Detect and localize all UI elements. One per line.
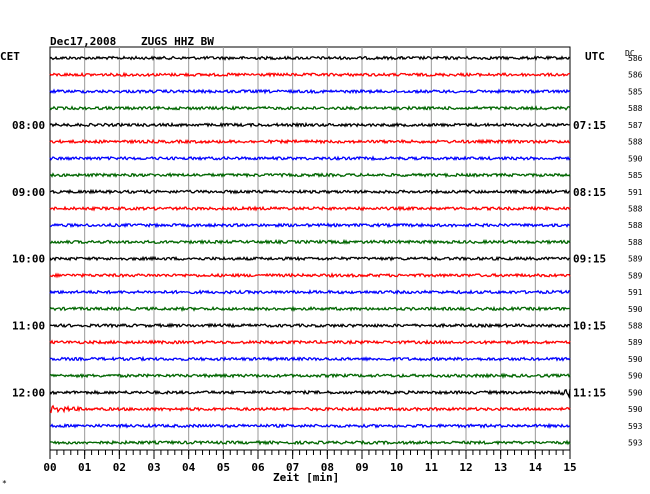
dc-value: 588	[628, 322, 643, 331]
dc-value: 590	[628, 355, 643, 364]
left-hour-label: 11:00	[12, 320, 45, 333]
station-label: ZUGS HHZ BW	[141, 35, 214, 48]
seismogram-trace	[49, 188, 571, 195]
seismogram-trace	[49, 305, 571, 312]
plot-frame	[49, 46, 571, 451]
seismogram-trace	[49, 172, 571, 179]
seismogram-trace	[49, 272, 571, 279]
seismogram-trace	[49, 238, 571, 245]
x-tick-label: 15	[563, 461, 576, 474]
dc-value: 590	[628, 388, 643, 397]
seismogram-trace	[49, 339, 571, 346]
dc-value: 593	[628, 439, 643, 448]
utc-label: UTC	[585, 50, 605, 63]
dc-value: 588	[628, 238, 643, 247]
seismogram-trace	[49, 322, 571, 329]
seismogram-trace	[49, 88, 571, 95]
dc-value: 589	[628, 338, 643, 347]
dc-value: 585	[628, 171, 643, 180]
seismogram-trace	[49, 121, 571, 128]
x-tick-label: 01	[78, 461, 92, 474]
seismogram-trace	[49, 105, 571, 111]
x-tick-label: 09	[355, 461, 368, 474]
seismogram-trace	[49, 71, 570, 78]
seismogram-trace	[49, 155, 571, 162]
left-hour-label: 10:00	[12, 253, 45, 266]
x-tick-label: 06	[251, 461, 265, 474]
right-hour-label: 09:15	[573, 253, 606, 266]
cet-label: CET	[0, 50, 20, 63]
dc-value: 586	[628, 71, 643, 80]
x-tick-label: 07	[286, 461, 299, 474]
right-hour-label: 08:15	[573, 186, 606, 199]
seismogram-trace	[49, 138, 571, 145]
x-tick-label: 12	[459, 461, 472, 474]
seismogram-trace	[49, 422, 571, 429]
seismogram-trace	[49, 55, 571, 61]
x-tick-label: 13	[494, 461, 507, 474]
xaxis-label: Zeit [min]	[273, 471, 340, 484]
x-tick-label: 05	[217, 461, 230, 474]
dc-value: 591	[628, 188, 643, 197]
seismogram-trace	[49, 404, 571, 414]
dc-value: 588	[628, 221, 643, 230]
dc-value: 588	[628, 204, 643, 213]
dc-value: 589	[628, 255, 643, 264]
seismogram-trace	[49, 355, 571, 363]
footer-mark: *	[2, 479, 7, 488]
left-hour-label: 09:00	[12, 186, 45, 199]
dc-value: 589	[628, 271, 643, 280]
seismogram-trace	[49, 288, 571, 296]
dc-value: 590	[628, 305, 643, 314]
right-hour-label: 11:15	[573, 386, 606, 399]
dc-value: 590	[628, 405, 643, 414]
x-tick-label: 03	[147, 461, 160, 474]
dc-value: 590	[628, 372, 643, 381]
right-hour-label: 10:15	[573, 320, 606, 333]
x-tick-label: 04	[182, 461, 196, 474]
x-tick-label: 00	[43, 461, 56, 474]
left-hour-label: 08:00	[12, 119, 45, 132]
seismogram-trace	[49, 439, 571, 446]
dc-value: 587	[628, 121, 643, 130]
dc-value: 586	[628, 54, 643, 63]
x-tick-label: 14	[529, 461, 543, 474]
dc-header: DC	[625, 49, 635, 58]
dc-value: 588	[628, 104, 643, 113]
x-tick-label: 02	[113, 461, 126, 474]
seismogram-trace	[49, 255, 571, 262]
seismogram-trace	[49, 372, 571, 380]
dc-value: 593	[628, 422, 643, 431]
dc-value: 591	[628, 288, 643, 297]
x-tick-label: 10	[390, 461, 403, 474]
seismogram-trace	[49, 205, 571, 212]
x-tick-label: 11	[425, 461, 439, 474]
x-tick-label: 08	[321, 461, 334, 474]
date-label: Dec17,2008	[50, 35, 117, 48]
right-hour-label: 07:15	[573, 119, 606, 132]
seismogram-trace	[50, 222, 571, 229]
dc-value: 585	[628, 87, 643, 96]
dc-value: 588	[628, 138, 643, 147]
seismogram-trace	[49, 388, 571, 399]
dc-value: 590	[628, 154, 643, 163]
left-hour-label: 12:00	[12, 386, 45, 399]
